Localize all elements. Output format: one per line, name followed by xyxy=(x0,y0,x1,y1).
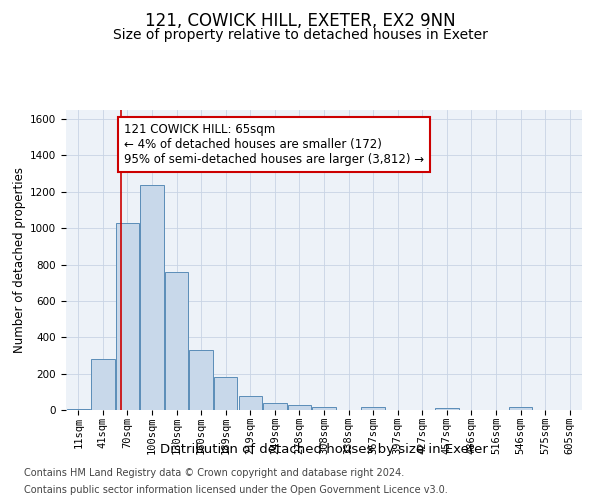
Bar xyxy=(214,378,238,410)
Y-axis label: Number of detached properties: Number of detached properties xyxy=(13,167,26,353)
Bar xyxy=(313,408,335,410)
Bar xyxy=(140,184,164,410)
Bar xyxy=(165,272,188,410)
Text: Contains public sector information licensed under the Open Government Licence v3: Contains public sector information licen… xyxy=(24,485,448,495)
Bar xyxy=(91,359,115,410)
Text: Contains HM Land Registry data © Crown copyright and database right 2024.: Contains HM Land Registry data © Crown c… xyxy=(24,468,404,477)
Text: Distribution of detached houses by size in Exeter: Distribution of detached houses by size … xyxy=(160,442,488,456)
Text: Size of property relative to detached houses in Exeter: Size of property relative to detached ho… xyxy=(113,28,487,42)
Bar xyxy=(288,404,311,410)
Bar xyxy=(509,408,532,410)
Bar xyxy=(190,350,213,410)
Bar xyxy=(67,409,90,410)
Bar xyxy=(239,396,262,410)
Bar xyxy=(435,408,458,410)
Text: 121, COWICK HILL, EXETER, EX2 9NN: 121, COWICK HILL, EXETER, EX2 9NN xyxy=(145,12,455,30)
Bar xyxy=(116,222,139,410)
Bar xyxy=(263,402,287,410)
Bar xyxy=(361,408,385,410)
Text: 121 COWICK HILL: 65sqm
← 4% of detached houses are smaller (172)
95% of semi-det: 121 COWICK HILL: 65sqm ← 4% of detached … xyxy=(124,122,424,166)
